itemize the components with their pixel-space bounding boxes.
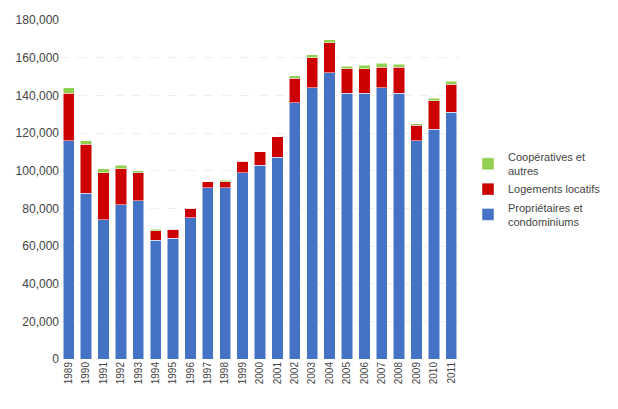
svg-text:1990: 1990 — [80, 362, 91, 385]
svg-text:2009: 2009 — [411, 362, 422, 385]
svg-text:2004: 2004 — [324, 362, 335, 385]
svg-text:2003: 2003 — [306, 362, 317, 385]
svg-text:160,000: 160,000 — [16, 51, 60, 65]
svg-text:60,000: 60,000 — [22, 239, 59, 253]
svg-text:0: 0 — [52, 352, 59, 366]
svg-text:180,000: 180,000 — [16, 13, 60, 27]
svg-text:2002: 2002 — [289, 362, 300, 385]
svg-text:1995: 1995 — [167, 362, 178, 385]
svg-text:1998: 1998 — [219, 362, 230, 385]
svg-text:Logements locatifs: Logements locatifs — [508, 183, 600, 195]
svg-text:1999: 1999 — [237, 362, 248, 385]
svg-text:1992: 1992 — [115, 362, 126, 385]
svg-text:1996: 1996 — [185, 362, 196, 385]
svg-text:2001: 2001 — [272, 362, 283, 385]
svg-text:Propriétaires etcondominiums: Propriétaires etcondominiums — [508, 202, 583, 228]
svg-text:1991: 1991 — [98, 362, 109, 385]
svg-text:140,000: 140,000 — [16, 89, 60, 103]
svg-text:2000: 2000 — [254, 362, 265, 385]
svg-text:2006: 2006 — [359, 362, 370, 385]
svg-text:1993: 1993 — [133, 362, 144, 385]
svg-text:1997: 1997 — [202, 362, 213, 385]
svg-text:80,000: 80,000 — [22, 202, 59, 216]
svg-text:Coopératives etautres: Coopératives etautres — [508, 151, 585, 177]
svg-text:2010: 2010 — [428, 362, 439, 385]
svg-text:100,000: 100,000 — [16, 164, 60, 178]
svg-text:2008: 2008 — [393, 362, 404, 385]
svg-text:1994: 1994 — [150, 362, 161, 385]
svg-text:2011: 2011 — [446, 362, 457, 384]
svg-text:120,000: 120,000 — [16, 126, 60, 140]
svg-text:40,000: 40,000 — [22, 277, 59, 291]
svg-text:1989: 1989 — [63, 362, 74, 385]
svg-text:2005: 2005 — [341, 362, 352, 385]
svg-text:20,000: 20,000 — [22, 315, 59, 329]
svg-text:2007: 2007 — [376, 362, 387, 385]
